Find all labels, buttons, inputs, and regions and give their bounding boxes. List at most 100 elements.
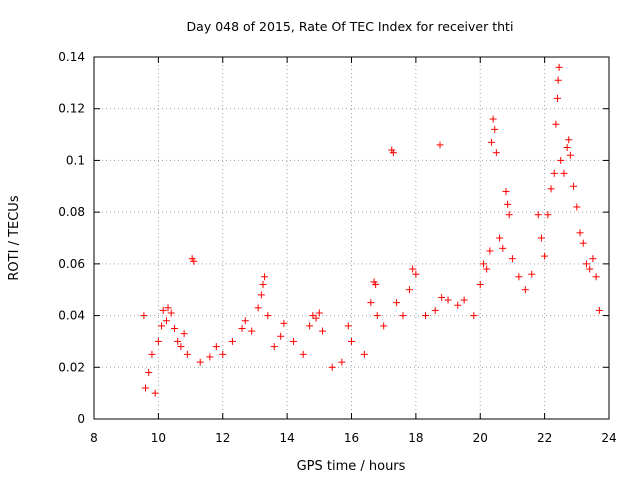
data-point [380, 322, 388, 330]
data-point [470, 312, 478, 320]
data-point [438, 293, 446, 301]
data-point [483, 265, 491, 273]
data-point [315, 309, 323, 317]
data-point [492, 149, 500, 157]
data-point [264, 312, 272, 320]
data-point [582, 260, 590, 268]
data-point [393, 299, 401, 307]
data-point [259, 281, 267, 289]
x-tick-label: 16 [344, 431, 359, 445]
x-tick-label: 18 [408, 431, 423, 445]
chart-title: Day 048 of 2015, Rate Of TEC Index for r… [187, 19, 514, 34]
data-point [219, 350, 227, 358]
data-point [554, 76, 562, 84]
data-point [142, 384, 149, 392]
data-point [565, 136, 573, 144]
data-point [589, 255, 597, 263]
x-tick-label: 14 [279, 431, 294, 445]
data-point [174, 337, 182, 345]
data-point [338, 358, 346, 366]
y-tick-label: 0.1 [66, 153, 85, 167]
data-point [312, 314, 320, 322]
data-point [563, 144, 571, 151]
data-point [496, 234, 504, 242]
data-point [422, 312, 430, 320]
data-point [557, 156, 565, 164]
data-point [212, 343, 220, 351]
data-point [547, 185, 555, 193]
data-point [489, 115, 497, 123]
data-point [444, 296, 452, 304]
data-point [154, 337, 162, 345]
data-point [151, 389, 159, 397]
data-point [328, 363, 336, 371]
y-tick-label: 0.14 [58, 50, 85, 64]
data-point [515, 273, 523, 281]
data-point [412, 270, 420, 278]
data-point [499, 244, 507, 252]
data-point [505, 211, 513, 219]
data-point [306, 322, 314, 330]
data-point [148, 350, 156, 358]
data-point [319, 327, 327, 335]
data-point [454, 301, 462, 309]
data-point [373, 312, 381, 320]
data-point [534, 211, 542, 219]
data-point [504, 200, 512, 208]
x-tick-label: 10 [151, 431, 166, 445]
data-point [248, 327, 256, 335]
data-point [238, 325, 246, 332]
data-point [299, 350, 307, 358]
data-point [573, 203, 581, 211]
data-point [360, 350, 368, 358]
data-point [541, 252, 549, 260]
data-point [140, 312, 148, 320]
data-point [555, 63, 563, 71]
data-point [586, 265, 594, 273]
data-point [595, 306, 603, 314]
data-point [241, 317, 249, 325]
data-point [560, 169, 568, 177]
y-tick-label: 0.02 [58, 360, 85, 374]
data-point [261, 273, 269, 281]
data-point [180, 330, 188, 338]
data-point [486, 247, 494, 255]
data-point [488, 138, 496, 146]
data-points [140, 63, 603, 397]
data-point [570, 182, 578, 190]
data-point [280, 319, 288, 327]
data-point [183, 350, 191, 358]
data-point [196, 358, 204, 366]
x-axis-ticks: 8 10 12 14 16 18 20 22 24 [90, 57, 617, 445]
data-point [491, 125, 499, 133]
data-point [164, 304, 172, 312]
data-point [431, 306, 439, 314]
data-point [159, 306, 167, 314]
data-point [521, 286, 529, 294]
x-tick-label: 22 [537, 431, 552, 445]
data-point [508, 255, 516, 263]
data-point [460, 296, 468, 304]
y-tick-label: 0.04 [58, 309, 85, 323]
data-point [579, 239, 587, 247]
data-point [502, 187, 510, 195]
data-point [228, 337, 236, 345]
y-tick-label: 0.12 [58, 102, 85, 116]
data-point [162, 317, 170, 325]
data-point [177, 343, 185, 351]
y-tick-label: 0.06 [58, 257, 85, 271]
data-point [372, 281, 380, 289]
data-point [528, 270, 536, 278]
y-axis-title: ROTI / TECUs [7, 195, 22, 280]
x-tick-label: 12 [215, 431, 230, 445]
x-tick-label: 20 [473, 431, 488, 445]
x-tick-label: 24 [601, 431, 616, 445]
data-point [145, 368, 153, 376]
y-axis-ticks: 0 0.02 0.04 0.06 0.08 0.1 0.12 0.14 [58, 50, 609, 426]
data-point [537, 234, 545, 242]
data-point [389, 149, 397, 157]
x-axis-title: GPS time / hours [297, 459, 406, 474]
data-point [592, 273, 600, 281]
data-point [290, 337, 298, 345]
